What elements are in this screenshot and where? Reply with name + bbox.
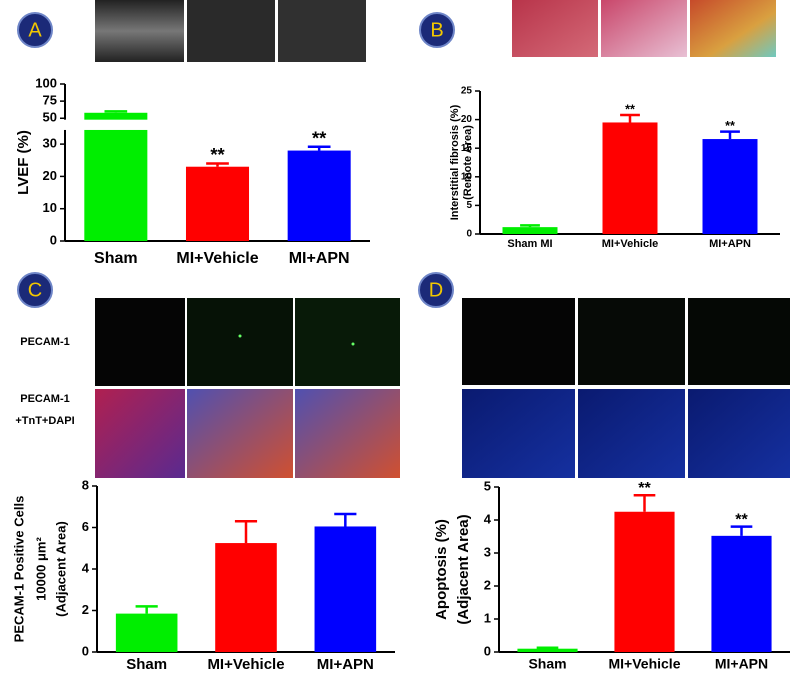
y-tick-label: 15 (461, 143, 473, 154)
bar (314, 526, 377, 652)
significance: ** (210, 144, 225, 165)
bar (702, 139, 758, 234)
x-tick-label: MI+APN (709, 238, 751, 250)
bar (614, 511, 675, 652)
error-bar (620, 113, 640, 123)
y-tick-label: 50 (43, 110, 57, 125)
y-axis-label: 10000 μm² (33, 537, 48, 601)
y-axis-label: Interstitial fibrosis (%) (449, 104, 461, 220)
error-bar (520, 224, 540, 228)
y-tick-label: 4 (82, 560, 90, 575)
significance: ** (638, 479, 651, 497)
error-bar (135, 605, 158, 614)
y-tick-label: 1 (484, 610, 491, 625)
bar (84, 112, 148, 241)
significance: ** (725, 119, 735, 133)
panel-letter: B (430, 19, 443, 41)
image-label: PECAM-1 (20, 393, 70, 405)
x-tick-label: MI+Vehicle (207, 656, 284, 673)
bar (502, 227, 558, 234)
y-axis-label: Apoptosis (%) (433, 519, 450, 620)
y-tick-label: 0 (466, 229, 472, 240)
y-tick-label: 5 (484, 478, 491, 493)
x-tick-label: Sham (94, 250, 138, 267)
x-tick-label: MI+Vehicle (602, 238, 659, 250)
y-tick-label: 8 (82, 477, 89, 492)
panel-badge (418, 272, 454, 308)
y-tick-label: 25 (461, 86, 473, 97)
y-tick-label: 6 (82, 519, 89, 534)
y-tick-label: 3 (484, 544, 491, 559)
pecam-images (95, 298, 400, 478)
histology-images (512, 0, 776, 57)
x-tick-label: Sham MI (507, 238, 552, 250)
axis-break (57, 119, 179, 130)
y-tick-label: 100 (35, 75, 57, 90)
panel-badge (17, 272, 53, 308)
bar (215, 543, 277, 652)
panel-letter: C (28, 279, 42, 301)
error-bar (234, 520, 258, 544)
y-tick-label: 5 (466, 200, 472, 211)
y-axis-label: (Adjacent Area) (455, 514, 472, 624)
y-tick-label: 0 (484, 643, 491, 658)
y-axis-label: PECAM-1 Positive Cells (11, 496, 26, 643)
error-bar (307, 145, 331, 151)
x-tick-label: Sham (126, 656, 167, 673)
error-bar (720, 130, 740, 140)
y-axis-label: (Adjacent Area) (53, 521, 68, 617)
significance: ** (735, 511, 748, 529)
y-tick-label: 20 (43, 168, 57, 183)
error-bar (730, 525, 753, 536)
y-tick-label: 30 (43, 136, 57, 151)
y-tick-label: 0 (82, 643, 89, 658)
y-tick-label: 4 (484, 511, 492, 526)
panel-letter: D (429, 279, 443, 301)
y-tick-label: 20 (461, 114, 473, 125)
x-tick-label: MI+APN (289, 250, 350, 267)
bar (602, 122, 658, 234)
bar (115, 613, 178, 652)
x-tick-label: MI+Vehicle (609, 656, 681, 672)
echo-images (95, 0, 366, 62)
y-tick-label: 10 (43, 200, 57, 215)
y-tick-label: 75 (43, 93, 57, 108)
significance: ** (312, 127, 327, 148)
error-bar (206, 162, 229, 167)
panel-badge (419, 12, 455, 48)
panel-letter: A (28, 19, 42, 41)
image-label: PECAM-1 (20, 336, 70, 348)
y-tick-label: 2 (484, 577, 491, 592)
error-bar (104, 110, 128, 113)
panel-badge (17, 12, 53, 48)
bar (711, 535, 772, 652)
x-tick-label: MI+APN (317, 656, 374, 673)
error-bar (334, 512, 357, 527)
significance: ** (625, 102, 635, 116)
error-bar (536, 646, 559, 649)
image-label: +TnT+DAPI (15, 415, 74, 427)
y-axis-label: LVEF (%) (15, 130, 32, 195)
bar (185, 166, 250, 241)
bar (517, 648, 578, 652)
error-bar (633, 494, 656, 512)
y-tick-label: 10 (461, 171, 473, 182)
y-tick-label: 0 (50, 232, 57, 247)
y-axis-label: (Remote Area) (462, 125, 474, 200)
x-tick-label: Sham (528, 656, 566, 672)
x-tick-label: MI+Vehicle (176, 250, 258, 267)
bar (287, 150, 351, 241)
tunel-images (462, 298, 790, 478)
x-tick-label: MI+APN (715, 656, 768, 672)
y-tick-label: 2 (82, 602, 89, 617)
